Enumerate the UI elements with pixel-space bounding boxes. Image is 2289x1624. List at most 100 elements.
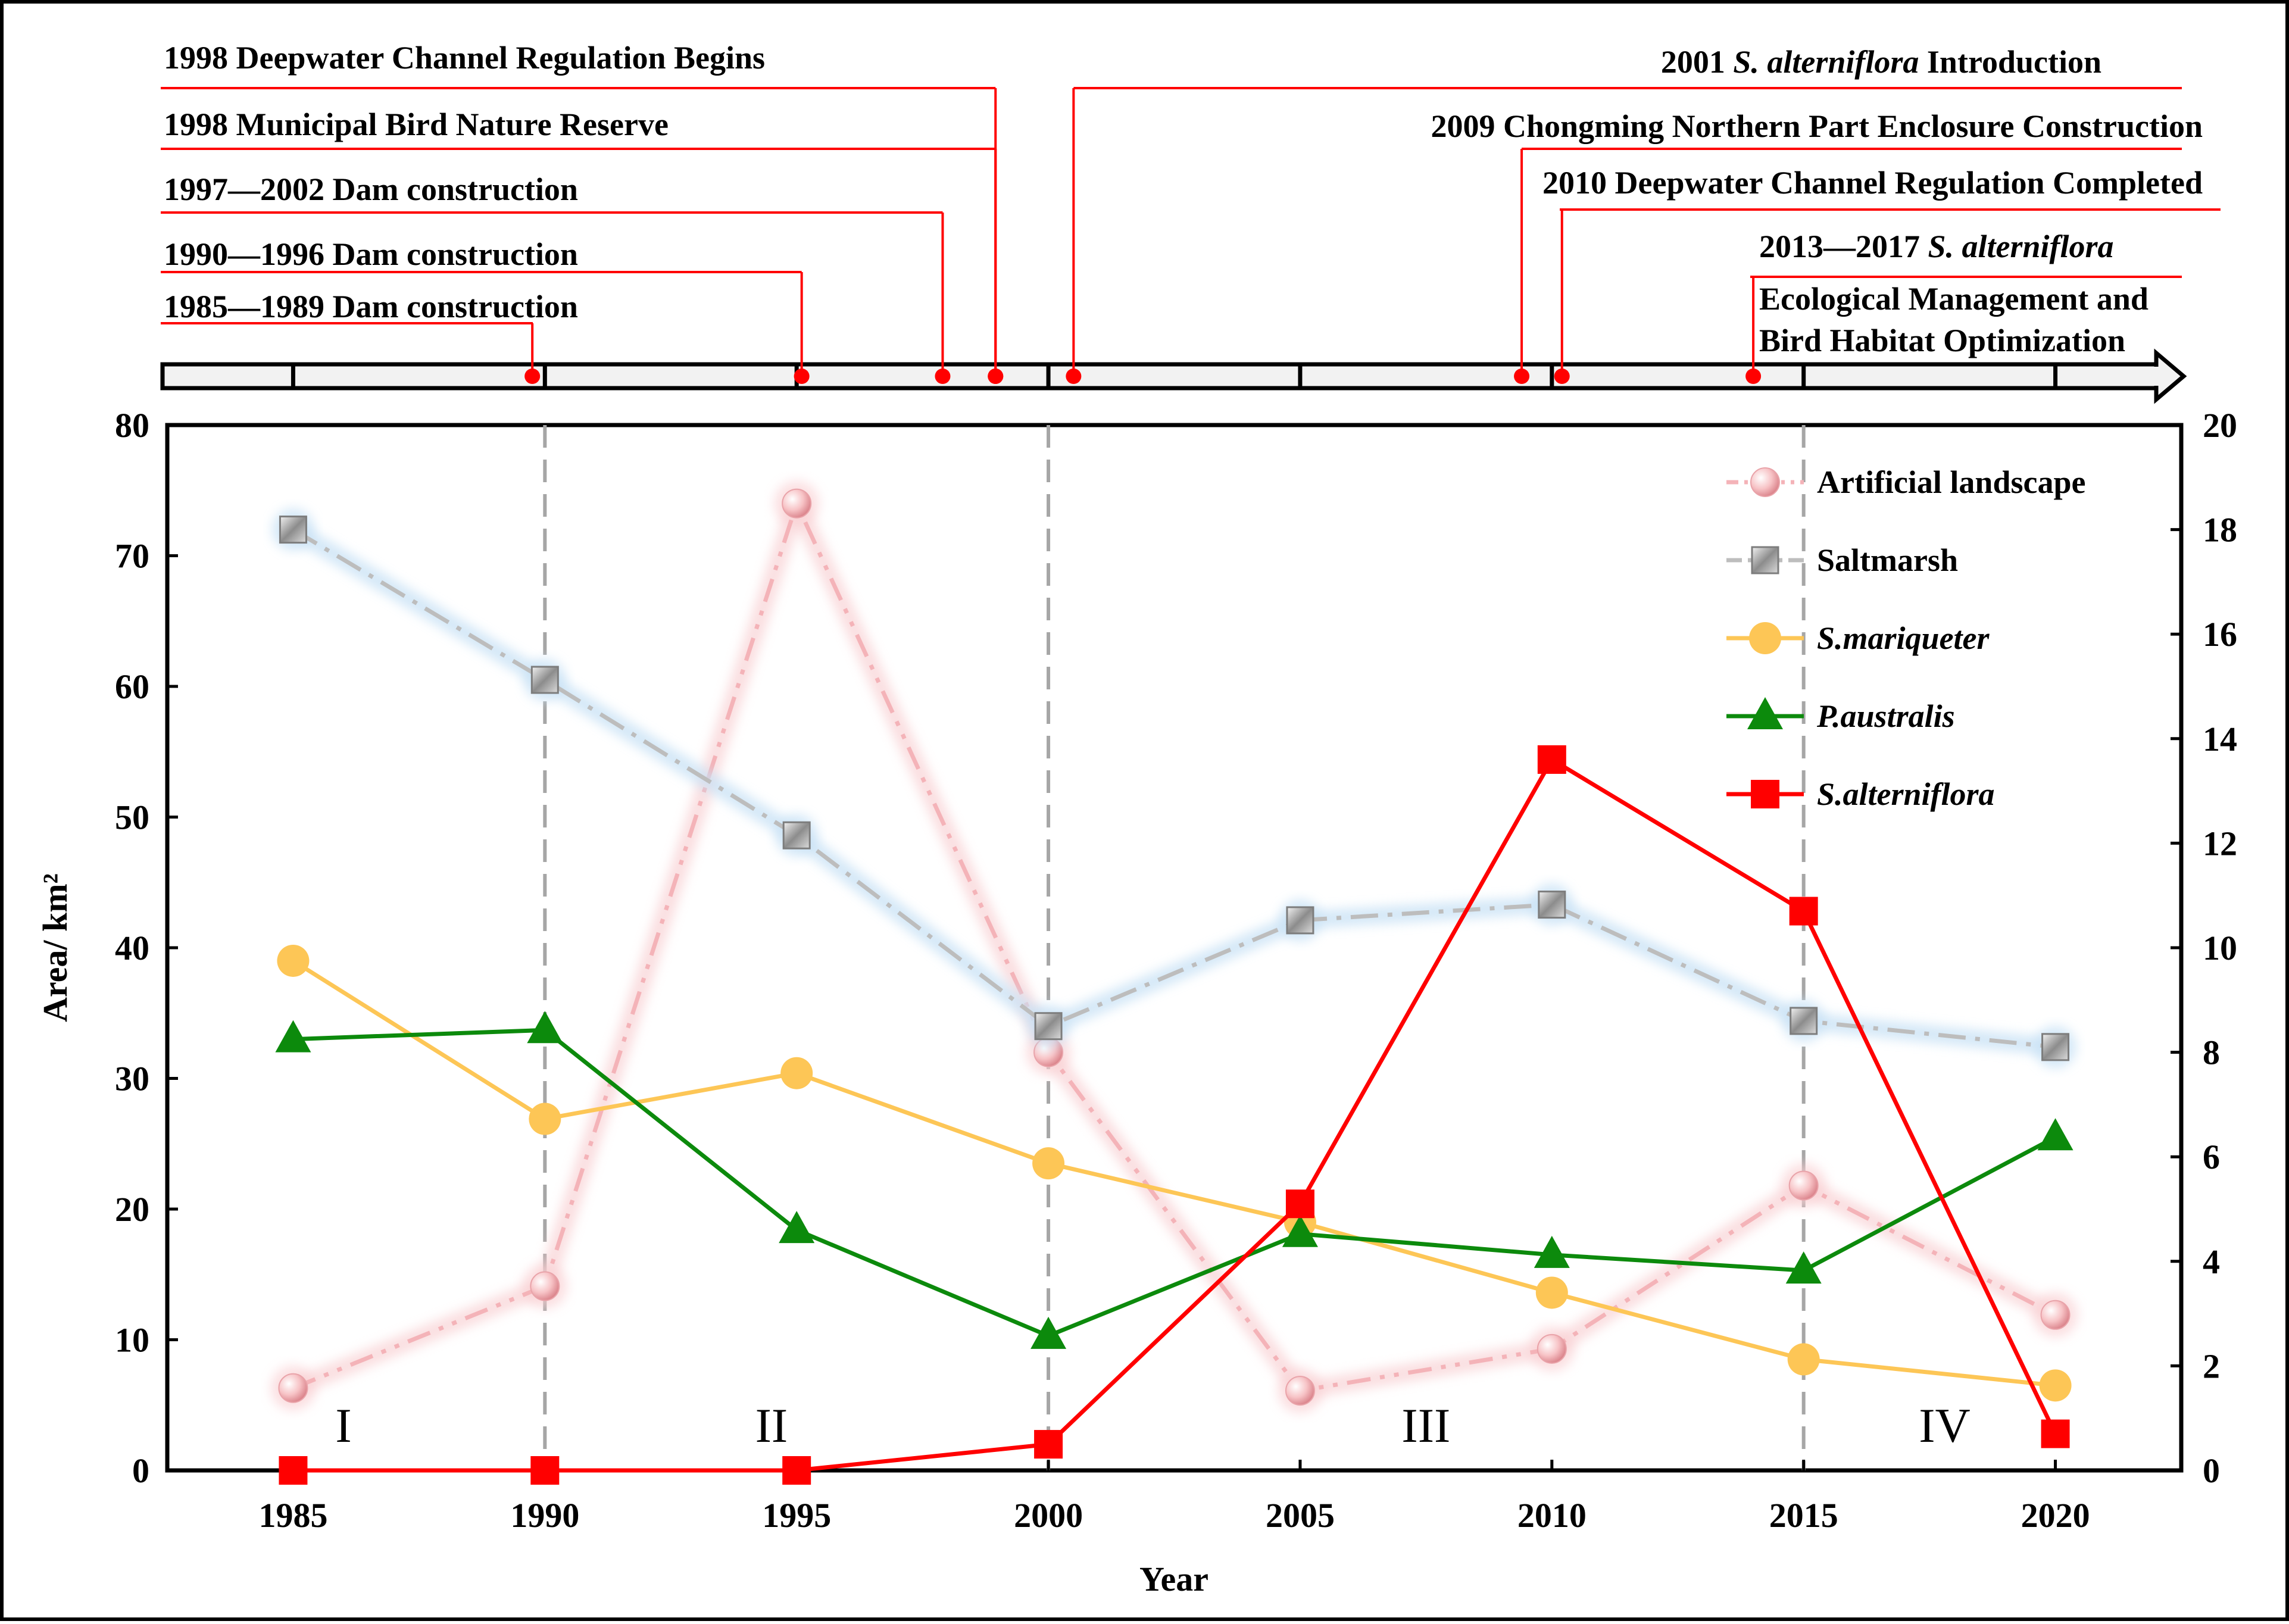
series-line [292,501,2057,1393]
mariqueter-point [1535,1276,1568,1309]
saltmarsh-point [1538,891,1566,919]
y-right-tick-label: 12 [2203,824,2237,863]
y-right-tick-label: 6 [2203,1138,2220,1176]
event-species: S. alterniflora [1928,229,2114,264]
timeline-event-dot [988,368,1004,384]
series-line [293,757,2057,1473]
mariqueter-point [780,1057,813,1089]
australis-point [1747,697,1783,729]
timeline-event-dot [1554,368,1570,384]
timeline-band [160,362,2162,391]
y-right-tick-label: 4 [2203,1242,2220,1281]
y-right-tick-label: 18 [2203,511,2237,549]
alterniflora-point [530,1456,560,1485]
timeline-event-label: 1985—1989 Dam construction [164,289,578,324]
series-saltmarsh [271,508,2077,1069]
y-left-tick-label: 10 [115,1321,149,1360]
australis-point [1534,1235,1570,1268]
alterniflora-point [782,1456,811,1485]
alterniflora-point [1789,897,1818,926]
legend: Artificial landscape Saltmarsh S.mariquete… [1726,464,2085,812]
timeline-event-dot [524,368,541,384]
series-p-australis [275,1011,2073,1349]
series-artificial-landscape [270,480,2078,1414]
timeline-event-dot [1745,368,1762,384]
mariqueter-point [277,944,310,977]
saltmarsh-point [2041,1033,2070,1061]
mariqueter-point [1749,622,1781,654]
timeline-event-label: 2010 Deepwater Channel Regulation Comple… [1542,165,2203,201]
timeline-event-dot [935,368,951,384]
y-right-tick-label: 0 [2203,1451,2220,1490]
x-tick-label: 2000 [1014,1496,1083,1535]
period-labels: I II III IV [335,1398,1970,1453]
x-tick-label: 2015 [1769,1496,1838,1535]
series-line [292,958,2056,1388]
series-layer [270,480,2078,1485]
alterniflora-point [2041,1419,2070,1448]
timeline-event-dot [1514,368,1530,384]
mariqueter-point [2039,1369,2072,1402]
series-s-alterniflora [279,745,2070,1485]
saltmarsh-point [1034,1012,1063,1041]
alterniflora-point [1285,1189,1314,1219]
y-right-tick-label: 16 [2203,615,2237,654]
axes: 0 10 20 30 40 50 60 70 80 0 2 4 6 8 10 12 14 16 18 20 1985 19… [115,406,2237,1535]
timeline-event-label: 2001 S. alterniflora Introduction [1661,44,2101,80]
mariqueter-point [1032,1147,1065,1180]
australis-point [275,1020,311,1053]
artificial-landscape-point [1788,1170,1819,1201]
legend-label: Saltmarsh [1817,542,1958,578]
event-prefix: 2001 [1661,44,1734,80]
australis-point [1282,1214,1318,1247]
mariqueter-point [1787,1343,1820,1376]
saltmarsh-point [782,821,811,850]
y-right-tick-label: 14 [2203,720,2237,758]
australis-point [527,1011,563,1044]
x-tick-label: 2005 [1266,1496,1335,1535]
y-left-tick-label: 30 [115,1060,149,1098]
y-right-tick-label: 8 [2203,1033,2220,1072]
y-left-tick-label: 20 [115,1190,149,1229]
saltmarsh-glow [284,520,2065,1056]
artificial-landscape-point [782,488,812,519]
alterniflora-point [1034,1430,1063,1459]
timeline-event-label: 1998 Deepwater Channel Regulation Begins [164,40,765,76]
legend-label: S.mariqueter [1817,620,1990,656]
timeline-event-label: 1998 Municipal Bird Nature Reserve [164,107,669,142]
timeline-event-label-line3: Bird Habitat Optimization [1759,323,2125,358]
y-right-tick-label: 2 [2203,1347,2220,1385]
saltmarsh-point [279,516,307,544]
timeline-event-label: 2009 Chongming Northern Part Enclosure C… [1431,108,2203,144]
alterniflora-point [1751,780,1779,808]
y-left-tick-label: 60 [115,667,149,706]
period-label: III [1401,1398,1450,1453]
artificial-landscape-point [1537,1333,1567,1364]
australis-point [779,1211,815,1244]
australis-point [1030,1316,1067,1349]
period-label: IV [1919,1398,1971,1453]
alterniflora-point [1537,745,1566,774]
artificial-landscape-point [2040,1300,2071,1330]
saltmarsh-point [1286,906,1314,935]
x-tick-label: 2010 [1517,1496,1587,1535]
timeline-event-label: 1990—1996 Dam construction [164,236,578,272]
legend-label: Artificial landscape [1817,464,2085,500]
x-tick-label: 1995 [762,1496,831,1535]
period-label: I [335,1398,351,1453]
alterniflora-point [279,1456,308,1485]
event-suffix: Introduction [1919,44,2101,80]
artificial-landscape-point [1285,1376,1315,1406]
timeline-band-join [2152,367,2159,386]
y-left-tick-label: 80 [115,406,149,445]
y-left-tick-label: 70 [115,537,149,576]
artificial-landscape-point [278,1373,308,1403]
legend-label: S.alterniflora [1817,776,1995,812]
timeline-event-label: 1997—2002 Dam construction [164,171,578,207]
event-species: S. alterniflora [1733,44,1919,80]
artificial-landscape-point [530,1271,560,1301]
series-line [293,1028,2057,1338]
